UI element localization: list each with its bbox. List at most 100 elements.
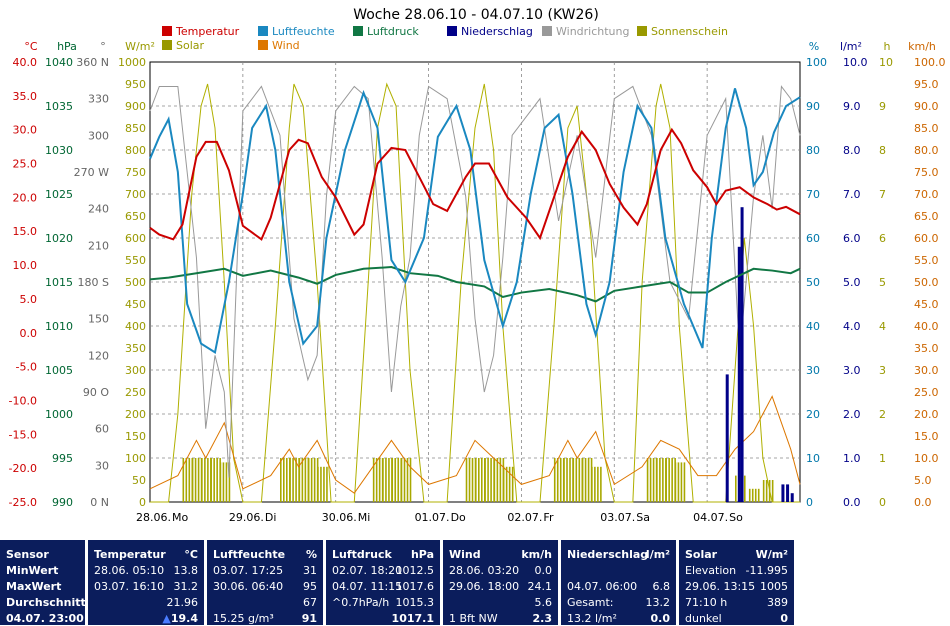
tick-label-solar: 800 (125, 144, 146, 157)
tick-label-temperature: -5.0 (16, 361, 37, 374)
sunshine-bar (671, 458, 673, 502)
tick-label-rain: 8.0 (843, 144, 861, 157)
tick-label-temperature: -15.0 (9, 428, 37, 441)
stats-temperature: Temperatur °C 28.06. 05:10 13.8 03.07. 16:… (88, 540, 204, 625)
sunshine-bar (478, 458, 480, 502)
legend-label: Luftdruck (367, 25, 419, 38)
sunshine-bar (468, 458, 471, 502)
tick-label-pressure: 1025 (45, 188, 73, 201)
sunshine-bar (735, 475, 737, 502)
tick-label-wind_speed: 40.0 (914, 320, 939, 333)
tick-label-sunshine: 10 (879, 56, 893, 69)
axis-unit-pressure: hPa (57, 40, 77, 53)
sunshine-bar (556, 458, 559, 502)
sunshine-bar (748, 488, 751, 502)
tick-label-wind_dir: 150 (88, 313, 109, 326)
legend-label: Luftfeuchte (272, 25, 335, 38)
temp-max-time: 03.07. 16:10 (94, 580, 165, 593)
wind-title: Wind (449, 548, 481, 561)
tick-label-temperature: 20.0 (13, 191, 38, 204)
rain-today: 13.2 l/m² (567, 612, 617, 625)
sunshine-bar (310, 458, 313, 502)
tick-label-humidity: 60 (806, 232, 820, 245)
tick-label-solar: 950 (125, 78, 146, 91)
tick-label-wind_speed: 65.0 (914, 210, 939, 223)
wind-min-time: 28.06. 03:20 (449, 564, 520, 577)
temp-unit: °C (184, 548, 198, 561)
sunshine-bar (505, 466, 508, 502)
axis-unit-solar: W/m² (125, 40, 155, 53)
x-tick-day: So (729, 511, 743, 524)
press-current: 1017.1 (391, 612, 434, 625)
sunshine-bar (591, 466, 593, 502)
legend-swatch (258, 26, 268, 36)
tick-label-wind_dir: 240 (88, 203, 109, 216)
tick-label-humidity: 10 (806, 452, 820, 465)
hum-min: 31 (303, 564, 317, 577)
sunshine-bar (575, 458, 578, 502)
sunshine-bar (197, 458, 200, 502)
press-avg: 1015.3 (395, 596, 435, 609)
stats-pressure: Luftdruck hPa 02.07. 18:20 1012.5 04.07. 1… (326, 540, 440, 625)
sunshine-bar (578, 458, 581, 502)
x-tick-date: 04.07. (693, 511, 728, 524)
sunshine-bar (665, 458, 667, 502)
row-label-min: MinWert (6, 564, 59, 577)
tick-label-sunshine: 6 (879, 232, 886, 245)
legend-swatch (258, 40, 268, 50)
tick-label-temperature: 35.0 (13, 90, 38, 103)
tick-label-wind_speed: 100.0 (914, 56, 946, 69)
sunshine-bar (668, 458, 670, 502)
tick-label-solar: 750 (125, 166, 146, 179)
tick-label-solar: 250 (125, 386, 146, 399)
tick-label-wind_speed: 20.0 (914, 408, 939, 421)
sunshine-bar (388, 458, 390, 502)
tick-label-wind_speed: 25.0 (914, 386, 939, 399)
rain-bar (790, 493, 794, 502)
x-tick-day: Sa (636, 511, 650, 524)
tick-label-temperature: 0.0 (20, 327, 38, 340)
wind-line (149, 395, 801, 494)
press-min-time: 02.07. 18:20 (332, 564, 403, 577)
sunshine-bar (213, 458, 215, 502)
sunshine-bar (326, 466, 328, 502)
tick-label-solar: 600 (125, 232, 146, 245)
solar-unit: W/m² (755, 548, 788, 561)
sunshine-bar (587, 458, 590, 502)
tick-label-solar: 900 (125, 100, 146, 113)
sunshine-bar (409, 458, 412, 502)
temp-min-time: 28.06. 05:10 (94, 564, 165, 577)
tick-label-temperature: 15.0 (13, 225, 38, 238)
tick-label-wind_speed: 75.0 (914, 166, 939, 179)
rain-total-label: Gesamt: (567, 596, 614, 609)
sunshine-bar (771, 480, 774, 502)
hum-abs: 15.25 g/m³ (213, 612, 274, 625)
tick-label-wind_speed: 50.0 (914, 276, 939, 289)
rain-bar (740, 207, 744, 502)
temperature-line (149, 127, 801, 241)
sunshine-bar (584, 458, 587, 502)
tick-label-wind_speed: 95.0 (914, 78, 939, 91)
tick-label-wind_speed: 30.0 (914, 364, 939, 377)
tick-label-pressure: 1040 (45, 56, 73, 69)
sunshine-bar (391, 458, 394, 502)
sunshine-bar (283, 458, 285, 502)
sunshine-bar (508, 466, 511, 502)
stats-solar: Solar W/m² Elevation -11.995 29.06. 13:15 1… (679, 540, 794, 625)
sunshine-bar (225, 462, 228, 502)
solar-elev-label: Elevation (685, 564, 737, 577)
tick-label-pressure: 995 (52, 452, 73, 465)
tick-label-wind_speed: 80.0 (914, 144, 939, 157)
sunshine-bar (754, 488, 757, 502)
sunshine-bar (656, 458, 658, 502)
sunshine-bar (553, 458, 556, 502)
tick-label-wind_speed: 55.0 (914, 254, 939, 267)
row-label-sensor: Sensor (6, 548, 49, 561)
tick-label-humidity: 90 (806, 100, 820, 113)
solar-sun-hours: 71:10 h (685, 596, 728, 609)
press-min: 1012.5 (395, 564, 435, 577)
legend-swatch (542, 26, 552, 36)
x-tick-day: Do (451, 511, 466, 524)
tick-label-rain: 5.0 (843, 276, 861, 289)
tick-label-wind_speed: 70.0 (914, 188, 939, 201)
